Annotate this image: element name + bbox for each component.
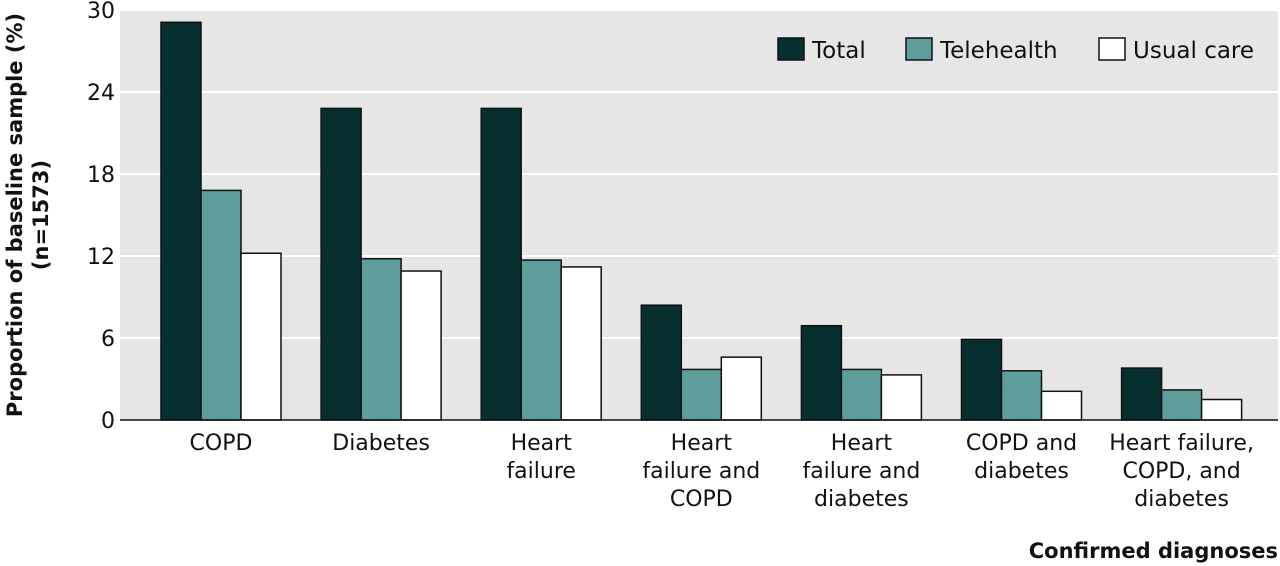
bar-telehealth [1160, 389, 1203, 421]
y-tick-labels: 0 6 12 18 24 30 [87, 0, 115, 434]
legend-swatch [1098, 37, 1126, 61]
category-label: Heart failure, COPD, and diabetes [1109, 431, 1254, 512]
legend-swatch [905, 37, 933, 61]
legend: Total Telehealth Usual care [777, 37, 1254, 64]
bar-telehealth [680, 368, 723, 421]
y-tick-label: 6 [101, 327, 115, 352]
category-label: COPD and diabetes [966, 431, 1077, 484]
legend-label: Usual care [1133, 38, 1254, 64]
bar-telehealth [520, 259, 562, 421]
bar-usual-care [240, 252, 282, 421]
bar-usual-care [400, 270, 442, 421]
bars [160, 21, 1243, 421]
bar-telehealth [360, 257, 402, 421]
bar-total [640, 304, 683, 421]
bar-total [960, 338, 1003, 421]
plot-background [120, 10, 1278, 420]
category-label: Diabetes [332, 431, 430, 456]
bar-total [480, 107, 522, 421]
category-label: Heart failure and diabetes [802, 431, 920, 512]
category-label: Heart failure [506, 431, 576, 484]
y-tick-label: 30 [87, 0, 115, 24]
x-axis-title: Confirmed diagnoses [1029, 539, 1278, 563]
bar-usual-care [1200, 398, 1243, 421]
category-label: Heart failure and COPD [642, 431, 760, 512]
bar-usual-care [560, 266, 602, 421]
y-tick-label: 24 [87, 81, 115, 106]
legend-label: Telehealth [939, 38, 1058, 64]
bar-telehealth [200, 189, 242, 421]
legend-swatch [777, 37, 805, 61]
category-labels: COPD Diabetes Heart failure Heart failure and… [190, 431, 1254, 512]
category-label: COPD [190, 431, 253, 456]
y-tick-label: 12 [87, 245, 115, 270]
y-axis-title: Proportion of baseline sample (%)(n=1573… [3, 13, 53, 417]
bar-telehealth [1000, 370, 1043, 421]
bar-usual-care [720, 356, 763, 421]
gridlines [120, 9, 1278, 339]
bar-total [800, 324, 843, 421]
y-tick-label: 0 [101, 409, 115, 434]
legend-label: Total [811, 38, 866, 64]
bar-usual-care [880, 374, 923, 421]
bar-total [1120, 367, 1163, 421]
bar-total [160, 21, 202, 421]
bar-total [320, 107, 362, 421]
bar-usual-care [1040, 390, 1083, 421]
bar-telehealth [840, 368, 883, 421]
y-tick-label: 18 [87, 163, 115, 188]
